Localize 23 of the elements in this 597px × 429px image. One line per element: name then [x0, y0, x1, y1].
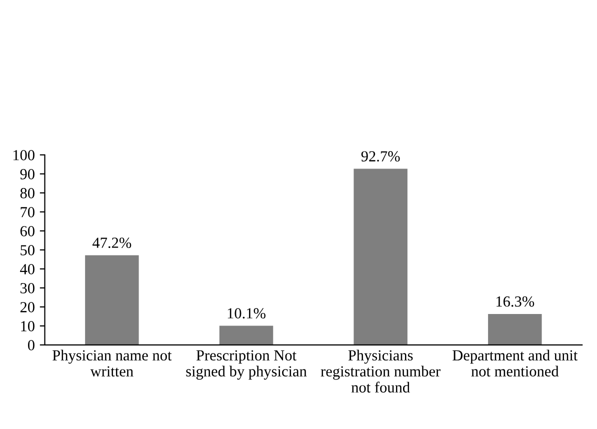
y-tick-label: 80 [20, 188, 34, 198]
y-tick-label: 10 [21, 321, 34, 332]
bar [219, 326, 274, 345]
x-tick-label: Prescription Not signed by physician [186, 350, 307, 380]
y-tick-label: 20 [20, 302, 34, 312]
x-tick-label: Physician name not written [52, 350, 172, 377]
x-tick-label: Department and unit not mentioned [452, 350, 578, 377]
y-tick-label: 50 [20, 245, 34, 256]
data-label: 16.3% [496, 296, 534, 307]
y-tick-label: 40 [20, 264, 34, 274]
y-tick-label: 60 [20, 226, 34, 236]
bar [354, 168, 408, 345]
bar [488, 314, 542, 345]
y-tick-label: 30 [20, 283, 34, 294]
bar [85, 255, 139, 345]
x-tick-label: Physicians registration number not found [320, 350, 440, 393]
y-tick-label: 90 [20, 169, 34, 180]
data-label: 92.7% [361, 151, 400, 162]
y-tick-label: 70 [20, 207, 34, 218]
data-label: 47.2% [92, 238, 132, 248]
y-tick-label: 100 [13, 150, 34, 160]
y-tick-label: 0 [28, 340, 34, 350]
data-label: 10.1% [228, 308, 266, 319]
